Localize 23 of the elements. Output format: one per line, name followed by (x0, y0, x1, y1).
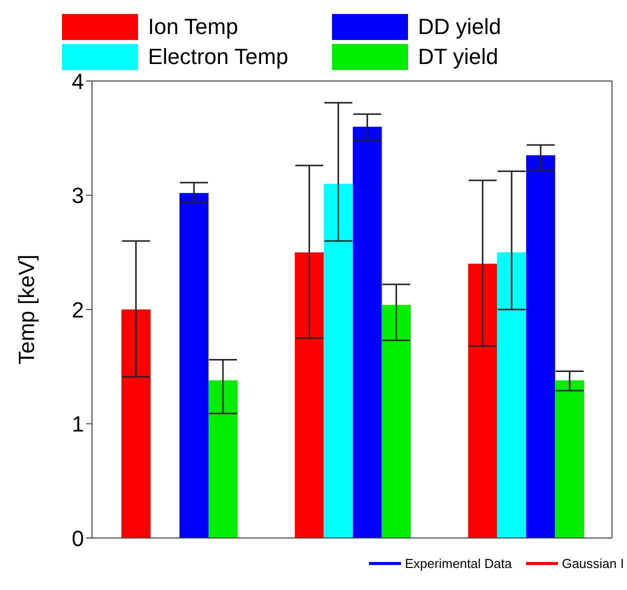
bar (497, 252, 526, 538)
text: Experimental Data (404, 556, 512, 571)
y-tick-label: 1 (72, 412, 84, 437)
bar (468, 264, 498, 538)
bar (526, 155, 556, 538)
y-tick-label: 0 (72, 526, 84, 551)
bar (352, 126, 382, 538)
bar (121, 310, 150, 538)
y-axis-title: Temp [keV] (14, 254, 39, 365)
legend-label: Ion Temp (148, 14, 238, 40)
legend-label: DT yield (418, 44, 498, 70)
y-tick-label: 4 (72, 68, 84, 94)
legend-label: DD yield (418, 14, 502, 40)
bar (294, 252, 324, 538)
bar (179, 192, 208, 538)
y-tick-label: 2 (72, 297, 84, 322)
y-tick-label: 3 (72, 183, 84, 208)
bar (324, 184, 353, 538)
bar (382, 304, 411, 538)
bar (555, 380, 584, 538)
bar (208, 380, 238, 538)
legend-label: Electron Temp (148, 44, 288, 70)
text: Gaussian I (562, 556, 624, 571)
